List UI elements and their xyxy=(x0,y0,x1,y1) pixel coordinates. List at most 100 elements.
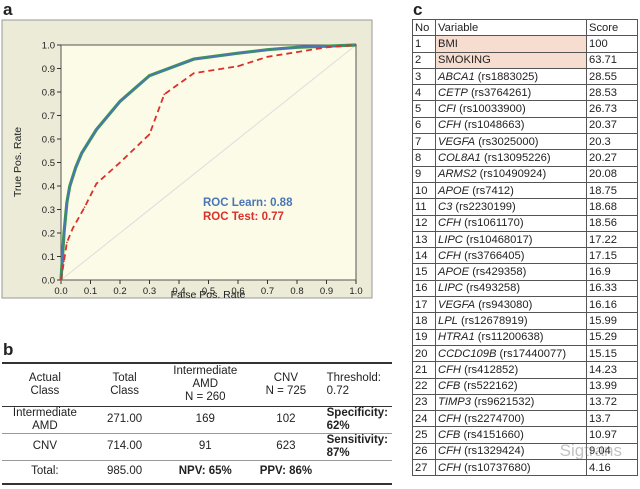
gene-symbol: CFH xyxy=(438,119,461,132)
variable-name: CFH (rs1048663) xyxy=(435,116,587,135)
roc-test-point xyxy=(63,260,65,262)
variable-rank: 6 xyxy=(412,116,436,135)
x-tick-label: 1.0 xyxy=(349,286,362,297)
variable-row: 7 VEGFA (rs3025000) 20.3 xyxy=(412,133,638,151)
variable-rank: 8 xyxy=(412,149,436,167)
y-tick-label: 0.9 xyxy=(42,64,55,75)
variable-name: VEGFA (rs3025000) xyxy=(435,133,587,151)
variable-name: LIPC (rs493258) xyxy=(435,279,587,298)
variable-row: 11 C3 (rs2230199) 18.68 xyxy=(412,198,638,216)
variable-name: CFH (rs3766405) xyxy=(435,247,587,265)
variant-id: (rs12678919) xyxy=(457,314,528,327)
variable-row: 23 TIMP3 (rs9621532) 13.72 xyxy=(412,393,638,412)
roc-test-point xyxy=(119,161,121,164)
classification-table: Actual Class Total Class Intermediate AMD N … xyxy=(2,362,392,485)
variable-rank: 26 xyxy=(412,442,436,461)
variable-row: 13 LIPC (rs10468017) 17.22 xyxy=(412,230,638,249)
gene-symbol: APOE xyxy=(438,184,470,197)
roc-test-point xyxy=(148,133,151,136)
x-tick-label: 0.3 xyxy=(143,286,156,297)
variable-rank: 27 xyxy=(412,459,436,477)
variable-score: 15.29 xyxy=(586,328,638,346)
variable-rank: 5 xyxy=(412,100,436,118)
variant-id: (rs943080) xyxy=(475,298,533,311)
variant-id: BMI xyxy=(438,37,458,50)
variable-row: 18 LPL (rs12678919) 15.99 xyxy=(412,312,638,330)
variable-rank: 13 xyxy=(412,230,436,249)
cell-cnv: 102 xyxy=(249,406,323,434)
variable-score: 18.68 xyxy=(586,198,638,216)
roc-test-point xyxy=(83,206,86,208)
roc-learn-point xyxy=(80,152,83,154)
roc-test-point xyxy=(237,65,239,67)
variable-score: 4.16 xyxy=(586,459,638,477)
variable-row: 16 LIPC (rs493258) 16.33 xyxy=(412,279,638,298)
gene-symbol: LIPC xyxy=(438,233,463,246)
reference-diagonal xyxy=(60,44,357,281)
variable-score: 17.22 xyxy=(586,230,638,249)
variable-score: 18.56 xyxy=(586,214,638,232)
roc-test-point xyxy=(355,44,357,46)
roc-test-curve xyxy=(60,44,357,281)
variable-rank: 25 xyxy=(412,426,436,444)
gene-symbol: CETP xyxy=(438,86,468,99)
variable-score: 13.72 xyxy=(586,393,638,412)
gene-symbol: CCDC109B xyxy=(438,347,497,360)
roc-learn-point xyxy=(325,45,328,47)
variable-score: 63.71 xyxy=(586,51,638,69)
cell-intermediate: 91 xyxy=(161,433,250,461)
variable-score: 16.16 xyxy=(586,296,638,314)
variable-name: CFH (rs2274700) xyxy=(435,410,587,428)
gene-symbol: C3 xyxy=(438,200,453,213)
variable-rank: 24 xyxy=(412,410,436,428)
roc-learn-point xyxy=(266,48,269,51)
variable-score: 13.99 xyxy=(586,377,638,395)
variable-name: LPL (rs12678919) xyxy=(435,312,587,330)
variant-id: (rs522162) xyxy=(460,380,518,393)
y-tick-label: 0.1 xyxy=(42,252,55,263)
gene-symbol: CFH xyxy=(438,249,461,262)
x-tick-label: 0.2 xyxy=(113,286,126,297)
variable-rank: 20 xyxy=(412,344,436,363)
roc-learn-point xyxy=(119,100,121,103)
x-tick-label: 0.4 xyxy=(172,286,185,297)
variable-rank: 22 xyxy=(412,377,436,395)
variable-rank: 17 xyxy=(412,296,436,314)
header-intermediate-amd: Intermediate AMD N = 260 xyxy=(161,362,250,407)
variant-id: (rs412852) xyxy=(461,363,519,376)
variable-rank: 3 xyxy=(412,67,436,86)
variable-rank: 19 xyxy=(412,328,436,346)
gene-symbol: CFH xyxy=(438,363,461,376)
classification-row-intermediate: Intermediate AMD 271.00 169 102 Specifici… xyxy=(2,406,392,434)
x-tick-label: 0.9 xyxy=(320,286,333,297)
cell-total-label: Total: xyxy=(2,460,88,485)
variable-row: 5 CFI (rs10033900) 26.73 xyxy=(412,100,638,118)
y-tick-label: 0.5 xyxy=(42,158,55,169)
variable-name: BMI xyxy=(435,35,587,53)
gene-symbol: CFB xyxy=(438,380,461,393)
variable-score: 9.04 xyxy=(586,442,638,461)
variable-name: ABCA1 (rs1883025) xyxy=(435,67,587,86)
gene-symbol: ABCA1 xyxy=(438,70,475,83)
variable-rank: 10 xyxy=(412,181,436,200)
gene-symbol: ARMS2 xyxy=(438,168,477,181)
header-cnv: CNV N = 725 xyxy=(249,362,323,407)
variable-name: COL8A1 (rs13095226) xyxy=(435,149,587,167)
roc-test-point xyxy=(296,51,298,53)
gene-symbol: CFH xyxy=(438,217,461,230)
x-axis-label: False Pos. Rate xyxy=(171,289,246,300)
classification-row-cnv: CNV 714.00 91 623 Sensitivity: 87% xyxy=(2,433,392,461)
roc-learn-point xyxy=(63,232,65,234)
variable-rank: 9 xyxy=(412,165,436,183)
variant-id: SMOKING xyxy=(438,54,491,67)
variable-name: CFI (rs10033900) xyxy=(435,100,587,118)
variable-name: CFH (rs1329424) xyxy=(435,442,587,461)
variant-id: (rs1048663) xyxy=(461,119,525,132)
roc-chart: 0.0 0.1 0.2 0.3 0.4 0.5 0.6 0.7 0.8 0.9 1.0 0.0 0.1 0… xyxy=(1,19,373,300)
variable-row: 6 CFH (rs1048663) 20.37 xyxy=(412,116,638,135)
x-tick-label: 0.8 xyxy=(290,286,303,297)
variable-rank: 12 xyxy=(412,214,436,232)
variant-id: (rs3766405) xyxy=(461,249,525,262)
variant-id: (rs9621532) xyxy=(470,396,535,409)
gene-symbol: TIMP3 xyxy=(438,396,471,409)
